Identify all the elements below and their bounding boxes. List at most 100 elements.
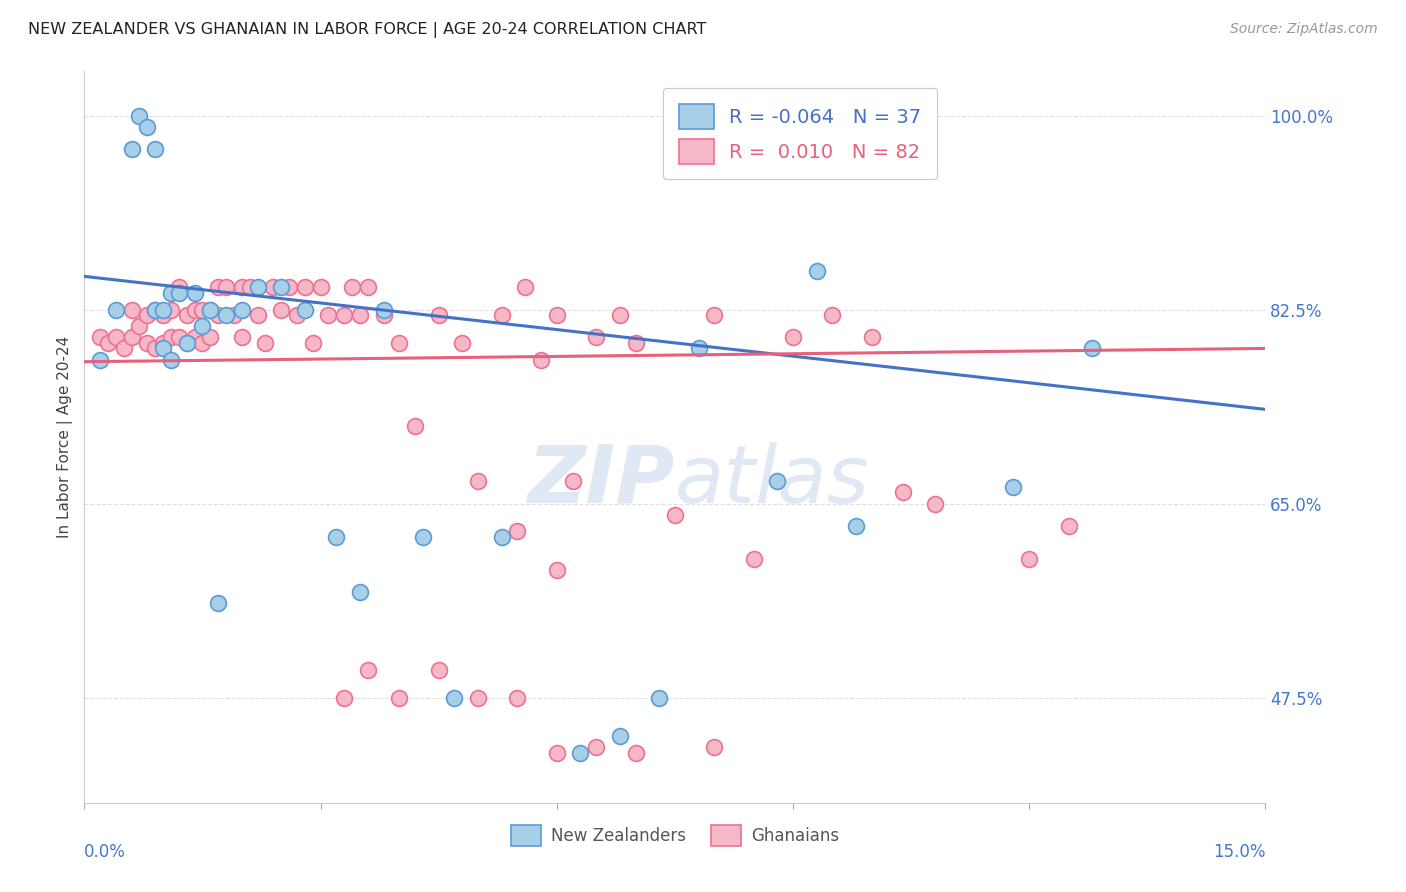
Point xyxy=(766,475,789,489)
Y-axis label: In Labor Force | Age 20-24: In Labor Force | Age 20-24 xyxy=(58,336,73,538)
Point xyxy=(569,746,592,760)
Point xyxy=(152,302,174,317)
Point xyxy=(278,280,301,294)
Point xyxy=(246,280,269,294)
Point xyxy=(136,120,159,134)
Point xyxy=(160,330,183,344)
Point xyxy=(160,302,183,317)
Point xyxy=(924,497,946,511)
Point xyxy=(160,352,183,367)
Point xyxy=(143,302,166,317)
Text: 0.0%: 0.0% xyxy=(84,843,127,861)
Point xyxy=(467,690,489,705)
Point xyxy=(191,319,214,334)
Legend: New Zealanders, Ghanaians: New Zealanders, Ghanaians xyxy=(505,818,845,853)
Point xyxy=(1057,518,1080,533)
Point xyxy=(239,280,262,294)
Text: 15.0%: 15.0% xyxy=(1213,843,1265,861)
Point xyxy=(515,280,537,294)
Point xyxy=(121,302,143,317)
Point xyxy=(585,740,607,755)
Point xyxy=(128,319,150,334)
Point xyxy=(294,302,316,317)
Point xyxy=(104,302,127,317)
Point xyxy=(121,330,143,344)
Point xyxy=(1002,480,1025,494)
Point xyxy=(624,335,647,350)
Point xyxy=(294,280,316,294)
Point xyxy=(104,330,127,344)
Point xyxy=(506,524,529,539)
Point xyxy=(167,280,190,294)
Point xyxy=(357,663,380,677)
Point xyxy=(806,264,828,278)
Point xyxy=(333,308,356,322)
Point xyxy=(443,690,465,705)
Point xyxy=(388,335,411,350)
Point xyxy=(349,308,371,322)
Point xyxy=(491,308,513,322)
Point xyxy=(97,335,120,350)
Point xyxy=(703,740,725,755)
Point xyxy=(136,335,159,350)
Point xyxy=(231,302,253,317)
Point xyxy=(231,330,253,344)
Point xyxy=(546,746,568,760)
Point xyxy=(609,308,631,322)
Point xyxy=(200,302,222,317)
Point xyxy=(664,508,686,522)
Point xyxy=(270,280,292,294)
Point xyxy=(143,302,166,317)
Point xyxy=(183,330,205,344)
Point xyxy=(860,330,883,344)
Point xyxy=(191,302,214,317)
Point xyxy=(388,690,411,705)
Point xyxy=(222,308,245,322)
Point xyxy=(152,308,174,322)
Point xyxy=(112,342,135,356)
Point xyxy=(427,663,450,677)
Point xyxy=(648,690,671,705)
Text: atlas: atlas xyxy=(675,442,870,520)
Point xyxy=(200,330,222,344)
Point xyxy=(254,335,277,350)
Point xyxy=(207,596,229,610)
Text: NEW ZEALANDER VS GHANAIAN IN LABOR FORCE | AGE 20-24 CORRELATION CHART: NEW ZEALANDER VS GHANAIAN IN LABOR FORCE… xyxy=(28,22,706,38)
Point xyxy=(167,285,190,300)
Point xyxy=(1081,342,1104,356)
Point xyxy=(183,302,205,317)
Point xyxy=(340,280,363,294)
Point xyxy=(176,308,198,322)
Point xyxy=(333,690,356,705)
Point xyxy=(412,530,434,544)
Text: ZIP: ZIP xyxy=(527,442,675,520)
Point xyxy=(467,475,489,489)
Point xyxy=(821,308,844,322)
Point xyxy=(285,308,308,322)
Point xyxy=(143,142,166,156)
Point xyxy=(546,308,568,322)
Point xyxy=(703,308,725,322)
Text: Source: ZipAtlas.com: Source: ZipAtlas.com xyxy=(1230,22,1378,37)
Point xyxy=(373,302,395,317)
Point xyxy=(183,285,205,300)
Point xyxy=(491,530,513,544)
Point xyxy=(301,335,323,350)
Point xyxy=(215,308,238,322)
Point xyxy=(451,335,474,350)
Point xyxy=(143,342,166,356)
Point xyxy=(427,308,450,322)
Point xyxy=(845,518,868,533)
Point xyxy=(176,335,198,350)
Point xyxy=(270,302,292,317)
Point xyxy=(136,308,159,322)
Point xyxy=(89,330,111,344)
Point xyxy=(349,585,371,599)
Point xyxy=(207,308,229,322)
Point xyxy=(176,335,198,350)
Point xyxy=(373,308,395,322)
Point xyxy=(215,280,238,294)
Point xyxy=(742,552,765,566)
Point xyxy=(191,335,214,350)
Point xyxy=(121,142,143,156)
